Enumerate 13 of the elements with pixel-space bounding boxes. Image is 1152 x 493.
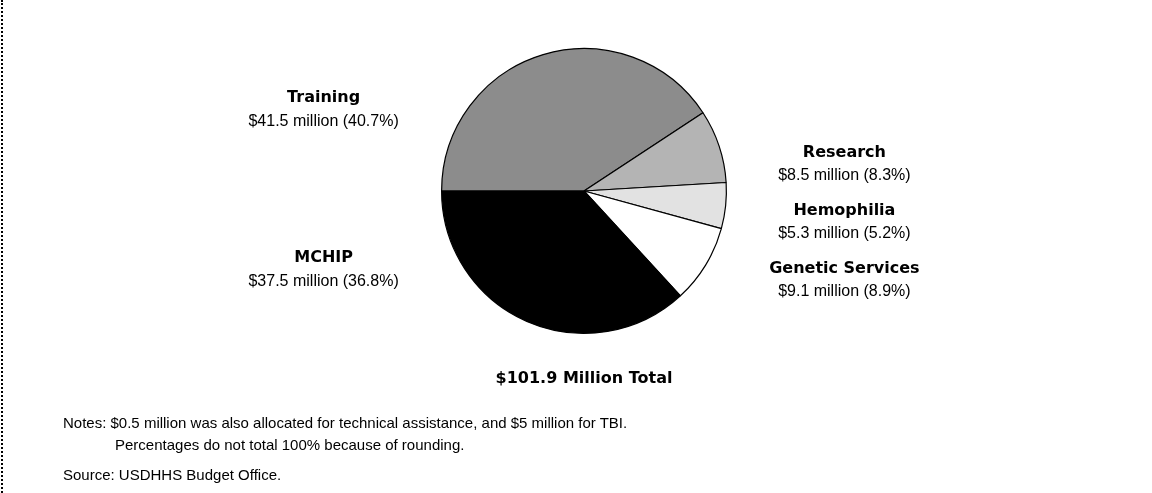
data-label: $9.1 million (8.9%) (778, 282, 911, 300)
data-label: $8.5 million (8.3%) (778, 166, 911, 184)
slice-label: Genetic Services (769, 258, 920, 278)
data-label: $41.5 million (40.7%) (248, 111, 399, 129)
slice-label: MCHIP (294, 247, 354, 267)
source-note: Source: USDHHS Budget Office. (63, 465, 283, 485)
data-label: $37.5 million (36.8%) (248, 271, 399, 289)
data-label: $5.3 million (5.2%) (778, 224, 911, 242)
slice-label: Research (802, 142, 886, 162)
slice-label: Training (287, 87, 361, 107)
slice-label: Hemophilia (793, 200, 896, 220)
text: $101.9 Million Total (495, 368, 673, 388)
text: Notes: $0.5 million was also allocated for technical assistance, and $5 million for TBI. Percentages do not total 100% because of rounding. (63, 413, 628, 455)
